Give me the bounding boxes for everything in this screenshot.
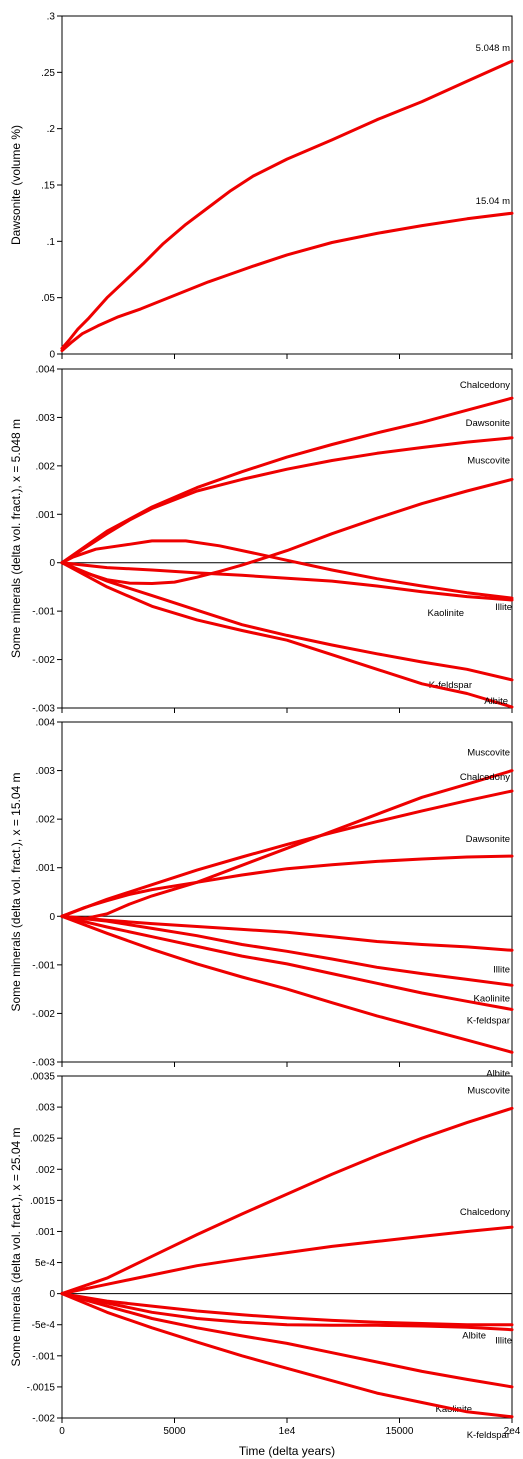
- series-line-kaolinite: [60, 539, 514, 600]
- plot-frame: [61, 1075, 513, 1419]
- y-axis-label: Dawsonite (volume %): [9, 125, 23, 245]
- y-tick-label: .2: [47, 124, 56, 135]
- y-tick-label: .003: [36, 1103, 56, 1114]
- series-line-muscovite: [60, 1106, 514, 1296]
- y-tick-label: .001: [36, 510, 56, 521]
- series-label: K-feldspar: [467, 1430, 510, 1441]
- series-label: Chalcedony: [460, 772, 510, 783]
- y-tick-label: -.002: [32, 1009, 55, 1020]
- x-axis-label: Time (delta years): [239, 1444, 335, 1458]
- series-label: Dawsonite: [466, 834, 510, 845]
- y-tick-label: -.001: [32, 960, 55, 971]
- y-tick-label: .0025: [30, 1134, 55, 1145]
- series-label: Muscovite: [467, 455, 510, 466]
- y-tick-label: .001: [36, 1227, 56, 1238]
- y-tick-label: -5e-4: [32, 1320, 56, 1331]
- series-label: Albite: [486, 1068, 510, 1079]
- x-tick-label: 0: [59, 1426, 65, 1437]
- series-label: 15.04 m: [476, 196, 510, 207]
- series-line-chalcedony: [60, 396, 514, 565]
- y-axis-label: Some minerals (delta vol. fract.), x = 2…: [9, 1127, 23, 1366]
- chart-panels: 0 .05 .1 .15 .2 .25 .3 Dawsonite (volume %) 5.04…: [9, 12, 521, 1441]
- y-tick-label: .002: [36, 1165, 56, 1176]
- series-line-albite: [60, 561, 514, 709]
- y-tick-label: .15: [41, 181, 55, 192]
- series-line-dawsonite: [60, 854, 514, 918]
- series-label: 5.048 m: [476, 43, 510, 54]
- series-line-kaolinite: [60, 1292, 514, 1389]
- y-tick-label: 0: [49, 558, 55, 569]
- series-line-15-04-m: [60, 211, 514, 353]
- y-tick-label: 0: [49, 350, 55, 361]
- series-label: Kaolinite: [428, 608, 464, 619]
- y-tick-label: .0015: [30, 1196, 55, 1207]
- y-tick-label: .05: [41, 293, 55, 304]
- series-label: Illite: [495, 1336, 512, 1347]
- y-tick-label: -.001: [32, 1351, 55, 1362]
- series-line-kaolinite: [60, 914, 514, 987]
- y-axis-label: Some minerals (delta vol. fract.), x = 1…: [9, 772, 23, 1011]
- series-label: Muscovite: [467, 1085, 510, 1096]
- series-label: Illite: [493, 964, 510, 975]
- y-tick-label: .004: [36, 365, 56, 376]
- y-tick-label: .004: [36, 718, 56, 729]
- y-tick-label: 0: [49, 1289, 55, 1300]
- y-tick-label: -.0015: [27, 1382, 56, 1393]
- y-tick-label: .002: [36, 461, 56, 472]
- series-line-muscovite: [60, 477, 514, 585]
- y-tick-label: .003: [36, 766, 56, 777]
- series-line-illite: [60, 561, 514, 602]
- series-line-muscovite: [60, 769, 514, 921]
- series-line-k-feldspar: [60, 1292, 514, 1419]
- plot-frame: [61, 15, 513, 355]
- y-axis-label: Some minerals (delta vol. fract.), x = 5…: [9, 419, 23, 658]
- chart-panel-4: -.002 -.0015 -.001 -5e-4 0 5e-4 .001 .0015 .002.…: [9, 1072, 521, 1441]
- y-tick-label: .3: [47, 12, 56, 23]
- y-tick-label: -.002: [32, 1414, 55, 1425]
- series-line-k-feldspar: [60, 914, 514, 1011]
- y-tick-label: .25: [41, 68, 55, 79]
- plot-frame: [61, 368, 513, 709]
- series-line-dawsonite: [60, 436, 514, 565]
- series-label: Chalcedony: [460, 1207, 510, 1218]
- y-tick-label: -.001: [32, 607, 55, 618]
- x-tick-label: 2e4: [504, 1426, 521, 1437]
- x-tick-label: 5000: [163, 1426, 186, 1437]
- x-tick-label: 15000: [386, 1426, 414, 1437]
- series-line-illite: [60, 1292, 514, 1332]
- y-tick-label: 0: [49, 912, 55, 923]
- series-line-k-feldspar: [60, 561, 514, 682]
- series-line-chalcedony: [60, 789, 514, 918]
- shared-x-axis: Time (delta years): [239, 1444, 335, 1458]
- x-tick-label: 1e4: [279, 1426, 296, 1437]
- y-tick-label: .0035: [30, 1072, 55, 1083]
- series-label: Chalcedony: [460, 380, 510, 391]
- series-line-albite: [60, 914, 514, 1054]
- y-tick-label: .003: [36, 413, 56, 424]
- chart-panel-3: -.003 -.002 -.001 0 .001 .002 .003 .004 Some min…: [9, 718, 514, 1079]
- series-label: Muscovite: [467, 748, 510, 759]
- series-line-5-048-m: [60, 59, 514, 350]
- series-label: K-feldspar: [467, 1016, 510, 1027]
- y-tick-label: .001: [36, 863, 56, 874]
- y-tick-label: .002: [36, 815, 56, 826]
- series-line-illite: [60, 914, 514, 952]
- y-tick-label: 5e-4: [35, 1258, 55, 1269]
- y-tick-label: -.003: [32, 1058, 55, 1069]
- series-label: K-feldspar: [429, 680, 472, 691]
- series-label: Kaolinite: [474, 993, 510, 1004]
- series-label: Albite: [484, 696, 508, 707]
- y-tick-label: .1: [47, 237, 56, 248]
- y-tick-label: -.003: [32, 704, 55, 715]
- series-label: Illite: [495, 602, 512, 613]
- y-tick-label: -.002: [32, 655, 55, 666]
- series-line-albite: [60, 1292, 514, 1327]
- chart-panel-1: 0 .05 .1 .15 .2 .25 .3 Dawsonite (volume %) 5.04…: [9, 12, 514, 361]
- chart-panel-2: -.003 -.002 -.001 0 .001 .002 .003 .004 Some min…: [9, 365, 514, 715]
- series-line-chalcedony: [60, 1225, 514, 1296]
- series-label: Albite: [462, 1331, 486, 1342]
- series-label: Dawsonite: [466, 418, 510, 429]
